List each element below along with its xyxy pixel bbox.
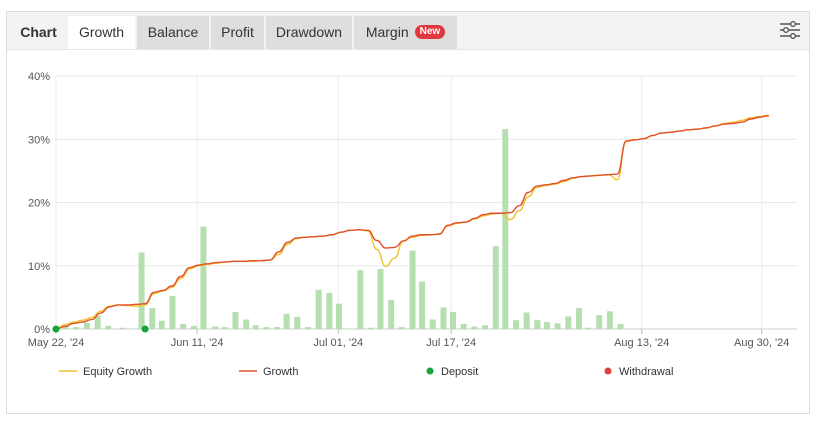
daily-bar [232, 311, 239, 329]
daily-bar [149, 308, 156, 329]
legend-label: Deposit [441, 366, 478, 378]
y-tick-label: 10% [28, 261, 50, 273]
daily-bar [119, 327, 126, 329]
legend-swatch [604, 367, 612, 375]
tab-growth[interactable]: Growth [68, 16, 135, 49]
daily-bar [283, 313, 290, 329]
y-tick-label: 20% [28, 198, 50, 210]
daily-bar [377, 268, 384, 329]
x-tick-label: Jul 01, '24 [313, 337, 363, 349]
x-tick-label: Jun 11, '24 [171, 337, 224, 349]
daily-bar [335, 303, 342, 329]
legend-swatch [426, 367, 434, 375]
daily-bar [585, 327, 592, 329]
chart-panel: Chart Growth Balance Profit Drawdown Mar… [6, 11, 810, 414]
x-axis: May 22, '24 Jun 11, '24 Jul 01, '24 Jul 17,… [28, 337, 790, 349]
daily-bar [243, 319, 250, 329]
daily-bar [221, 327, 228, 329]
daily-bar [429, 319, 436, 329]
daily-bar [367, 327, 374, 329]
x-tick-label: Aug 30, '24 [734, 337, 789, 349]
daily-bar [398, 327, 405, 329]
x-tick-label: May 22, '24 [28, 337, 85, 349]
daily-bar [252, 325, 259, 329]
daily-bar [315, 289, 322, 329]
daily-bar [294, 316, 301, 329]
series-lines [55, 114, 769, 330]
tab-profit[interactable]: Profit [211, 16, 264, 49]
y-tick-label: 30% [28, 134, 50, 146]
daily-bar [617, 323, 624, 329]
daily-bar [138, 252, 145, 329]
y-tick-label: 0% [34, 324, 50, 336]
deposit-marker [141, 325, 149, 333]
daily-bar [263, 327, 270, 329]
sliders-icon[interactable] [779, 20, 801, 40]
daily-bar [534, 320, 541, 329]
daily-bar [169, 296, 176, 329]
daily-bar [512, 320, 519, 329]
daily-bar [304, 327, 311, 329]
daily-bar [596, 315, 603, 329]
tab-margin[interactable]: Margin New [354, 16, 457, 49]
daily-bar [190, 325, 197, 329]
daily-bar [419, 281, 426, 329]
daily-bar [158, 320, 165, 329]
legend-label: Growth [263, 366, 298, 378]
daily-bar [388, 299, 395, 329]
daily-bar [460, 323, 467, 329]
daily-bar [94, 315, 101, 329]
y-axis: 0% 10% 20% 30% 40% [28, 71, 50, 336]
tab-chart[interactable]: Chart [20, 24, 57, 40]
legend-label: Withdrawal [619, 366, 673, 378]
daily-bar [554, 323, 561, 329]
daily-bar [606, 311, 613, 329]
chart-legend: Equity Growth Growth Deposit Withdrawal [59, 366, 673, 378]
deposit-marker [52, 325, 60, 333]
daily-bar [492, 246, 499, 329]
y-tick-label: 40% [28, 71, 50, 83]
legend-label: Equity Growth [83, 366, 152, 378]
daily-bar [129, 328, 136, 329]
chart-grid [55, 75, 797, 334]
daily-bar [200, 226, 207, 329]
daily-bar [449, 311, 456, 329]
daily-bar [565, 316, 572, 329]
daily-bar [502, 129, 509, 329]
daily-bar [409, 250, 416, 329]
daily-bars [53, 129, 624, 329]
daily-bar [543, 322, 550, 329]
daily-bar [212, 326, 219, 329]
new-badge: New [414, 25, 446, 40]
daily-bar [523, 312, 530, 329]
deposit-markers [52, 325, 149, 333]
growth-chart: 0% 10% 20% 30% 40% May 22, '24 Jun 11, '24 Jul… [28, 71, 797, 378]
daily-bar [73, 327, 80, 329]
tab-balance[interactable]: Balance [137, 16, 209, 49]
tab-drawdown[interactable]: Drawdown [266, 16, 352, 49]
daily-bar [357, 270, 364, 329]
daily-bar [83, 322, 90, 329]
daily-bar [346, 328, 353, 329]
daily-bar [482, 325, 489, 329]
daily-bar [575, 308, 582, 329]
daily-bar [274, 327, 281, 329]
growth-line [55, 115, 769, 330]
daily-bar [180, 323, 187, 329]
x-tick-label: Aug 13, '24 [614, 337, 669, 349]
x-tick-label: Jul 17, '24 [426, 337, 476, 349]
daily-bar [440, 307, 447, 329]
tab-margin-label: Margin [365, 24, 409, 40]
daily-bar [105, 325, 112, 329]
daily-bar [471, 326, 478, 329]
daily-bar [326, 292, 333, 329]
tab-bar: Chart Growth Balance Profit Drawdown Mar… [7, 12, 809, 50]
